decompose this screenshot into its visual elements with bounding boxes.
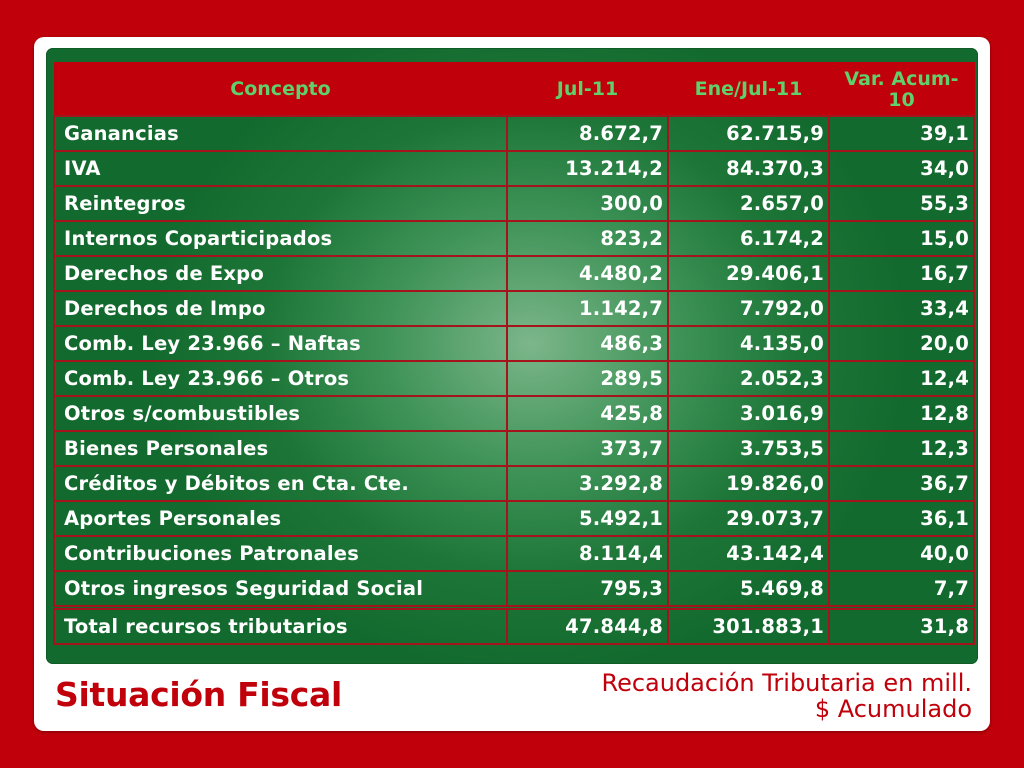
cell-ene-jul-11: 84.370,3 (667, 150, 830, 187)
cell-var-acum: 15,0 (828, 220, 975, 257)
header-ene-jul-11: Ene/Jul-11 (667, 62, 830, 117)
cell-ene-jul-11: 4.135,0 (667, 325, 830, 362)
table-body: Ganancias 8.672,7 62.715,9 39,1 IVA 13.214,2 8… (53, 115, 975, 645)
table-row: IVA 13.214,2 84.370,3 34,0 (53, 150, 975, 187)
cell-ene-jul-11: 29.073,7 (667, 500, 830, 537)
cell-jul-11: 13.214,2 (506, 150, 669, 187)
cell-concepto: Otros ingresos Seguridad Social (53, 570, 508, 609)
cell-ene-jul-11: 7.792,0 (667, 290, 830, 327)
table-header-row: Concepto Jul-11 Ene/Jul-11 Var. Acum-10 (53, 62, 975, 117)
slide-subtitle: Recaudación Tributaria en mill. $ Acumul… (532, 670, 972, 722)
cell-ene-jul-11: 2.052,3 (667, 360, 830, 397)
table-row: Otros s/combustibles 425,8 3.016,9 12,8 (53, 395, 975, 432)
cell-jul-11: 1.142,7 (506, 290, 669, 327)
table-row: Comb. Ley 23.966 – Otros 289,5 2.052,3 12,4 (53, 360, 975, 397)
table-row: Internos Coparticipados 823,2 6.174,2 15,0 (53, 220, 975, 257)
cell-concepto: Internos Coparticipados (53, 220, 508, 257)
cell-ene-jul-11: 19.826,0 (667, 465, 830, 502)
cell-concepto: Reintegros (53, 185, 508, 222)
subtitle-line-1: Recaudación Tributaria en mill. (601, 669, 972, 697)
cell-ene-jul-11: 3.753,5 (667, 430, 830, 467)
cell-jul-11: 5.492,1 (506, 500, 669, 537)
cell-var-acum: 36,7 (828, 465, 975, 502)
cell-var-acum: 36,1 (828, 500, 975, 537)
cell-concepto: Derechos de Expo (53, 255, 508, 292)
cell-jul-11: 300,0 (506, 185, 669, 222)
cell-jul-11: 486,3 (506, 325, 669, 362)
cell-jul-11: 425,8 (506, 395, 669, 432)
cell-var-acum: 39,1 (828, 115, 975, 152)
cell-concepto: Ganancias (53, 115, 508, 152)
header-concepto: Concepto (53, 62, 508, 117)
cell-var-acum: 34,0 (828, 150, 975, 187)
cell-concepto: IVA (53, 150, 508, 187)
cell-var-acum: 40,0 (828, 535, 975, 572)
cell-jul-11: 289,5 (506, 360, 669, 397)
cell-var-acum: 12,3 (828, 430, 975, 467)
cell-ene-jul-11: 62.715,9 (667, 115, 830, 152)
cell-ene-jul-11: 3.016,9 (667, 395, 830, 432)
table-row: Otros ingresos Seguridad Social 795,3 5.46… (53, 570, 975, 609)
table-row: Reintegros 300,0 2.657,0 55,3 (53, 185, 975, 222)
cell-concepto: Bienes Personales (53, 430, 508, 467)
cell-concepto: Derechos de Impo (53, 290, 508, 327)
cell-concepto: Aportes Personales (53, 500, 508, 537)
cell-concepto: Otros s/combustibles (53, 395, 508, 432)
cell-concepto: Créditos y Débitos en Cta. Cte. (53, 465, 508, 502)
cell-concepto: Comb. Ley 23.966 – Otros (53, 360, 508, 397)
cell-jul-11: 795,3 (506, 570, 669, 609)
subtitle-line-2: $ Acumulado (814, 695, 972, 723)
cell-concepto: Contribuciones Patronales (53, 535, 508, 572)
table-row: Aportes Personales 5.492,1 29.073,7 36,1 (53, 500, 975, 537)
total-cell-var-acum: 31,8 (828, 605, 975, 645)
cell-concepto: Comb. Ley 23.966 – Naftas (53, 325, 508, 362)
total-cell-concepto: Total recursos tributarios (53, 605, 508, 645)
cell-jul-11: 4.480,2 (506, 255, 669, 292)
cell-var-acum: 12,4 (828, 360, 975, 397)
cell-var-acum: 20,0 (828, 325, 975, 362)
cell-var-acum: 55,3 (828, 185, 975, 222)
table-panel: Concepto Jul-11 Ene/Jul-11 Var. Acum-10 … (46, 48, 978, 664)
slide-card: Concepto Jul-11 Ene/Jul-11 Var. Acum-10 … (34, 37, 990, 731)
cell-jul-11: 373,7 (506, 430, 669, 467)
cell-var-acum: 16,7 (828, 255, 975, 292)
cell-ene-jul-11: 43.142,4 (667, 535, 830, 572)
total-cell-jul-11: 47.844,8 (506, 605, 669, 645)
cell-var-acum: 12,8 (828, 395, 975, 432)
table-row: Ganancias 8.672,7 62.715,9 39,1 (53, 115, 975, 152)
cell-ene-jul-11: 6.174,2 (667, 220, 830, 257)
total-cell-ene-jul-11: 301.883,1 (667, 605, 830, 645)
cell-var-acum: 33,4 (828, 290, 975, 327)
header-jul-11: Jul-11 (506, 62, 669, 117)
cell-ene-jul-11: 5.469,8 (667, 570, 830, 609)
cell-jul-11: 8.672,7 (506, 115, 669, 152)
cell-var-acum: 7,7 (828, 570, 975, 609)
table-total-row: Total recursos tributarios 47.844,8 301.88… (53, 605, 975, 645)
cell-ene-jul-11: 2.657,0 (667, 185, 830, 222)
cell-ene-jul-11: 29.406,1 (667, 255, 830, 292)
slide-title: Situación Fiscal (55, 675, 342, 714)
table-row: Derechos de Expo 4.480,2 29.406,1 16,7 (53, 255, 975, 292)
table-row: Derechos de Impo 1.142,7 7.792,0 33,4 (53, 290, 975, 327)
tax-revenue-table: Concepto Jul-11 Ene/Jul-11 Var. Acum-10 … (53, 62, 975, 645)
table-row: Comb. Ley 23.966 – Naftas 486,3 4.135,0 20,… (53, 325, 975, 362)
table-row: Bienes Personales 373,7 3.753,5 12,3 (53, 430, 975, 467)
cell-jul-11: 823,2 (506, 220, 669, 257)
header-var-acum: Var. Acum-10 (828, 62, 975, 117)
cell-jul-11: 3.292,8 (506, 465, 669, 502)
cell-jul-11: 8.114,4 (506, 535, 669, 572)
table-row: Contribuciones Patronales 8.114,4 43.142,4… (53, 535, 975, 572)
table-row: Créditos y Débitos en Cta. Cte. 3.292,8 19… (53, 465, 975, 502)
